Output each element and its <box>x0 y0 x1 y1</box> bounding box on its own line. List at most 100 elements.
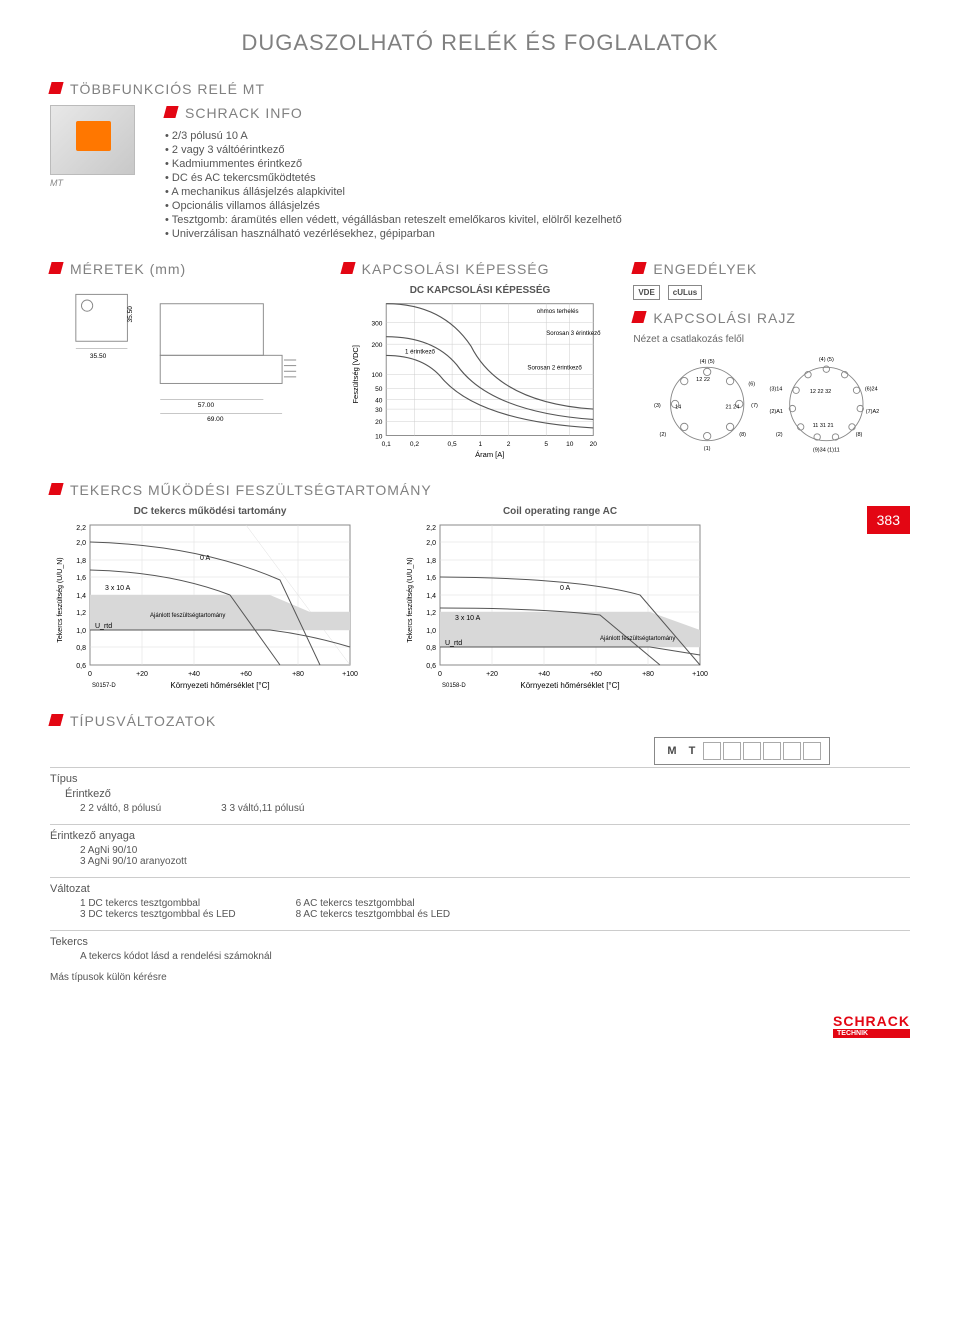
svg-text:30: 30 <box>375 407 383 414</box>
info-item: Univerzálisan használható vezérlésekhez,… <box>165 227 910 241</box>
section-switching-title: KAPCSOLÁSI KÉPESSÉG <box>362 261 550 277</box>
accent-icon <box>342 262 356 276</box>
svg-text:Sorosan 3 érintkező: Sorosan 3 érintkező <box>546 330 601 337</box>
svg-text:+20: +20 <box>486 671 498 678</box>
svg-text:1,0: 1,0 <box>76 628 86 635</box>
svg-text:1,0: 1,0 <box>426 628 436 635</box>
type-group-valtozat: Változat 1 DC tekercs tesztgombbal 3 DC … <box>50 877 910 920</box>
svg-text:11 31 21: 11 31 21 <box>813 423 834 429</box>
info-item: DC és AC tekercsműködtetés <box>165 171 910 185</box>
svg-text:100: 100 <box>371 372 382 379</box>
info-item: A mechanikus állásjelzés alapkivitel <box>165 185 910 199</box>
svg-text:1,2: 1,2 <box>76 610 86 617</box>
svg-text:(6)24: (6)24 <box>865 386 878 392</box>
svg-text:0 A: 0 A <box>560 585 570 592</box>
section-multi-relay-header: TÖBBFUNKCIÓS RELÉ MT <box>50 81 910 97</box>
dc-switching-chart-title: DC KAPCSOLÁSI KÉPESSÉG <box>342 285 619 296</box>
type-group-anyaga: Érintkező anyaga 2 AgNi 90/10 3 AgNi 90/… <box>50 824 910 867</box>
svg-text:69.00: 69.00 <box>207 416 224 423</box>
accent-icon <box>50 262 64 276</box>
dc-coil-chart-title: DC tekercs működési tartomány <box>50 506 370 517</box>
info-list: 2/3 pólusú 10 A 2 vagy 3 váltóérintkező … <box>165 129 910 241</box>
section-approvals-header: ENGEDÉLYEK <box>633 261 910 277</box>
svg-text:0,8: 0,8 <box>76 645 86 652</box>
svg-text:300: 300 <box>371 320 382 327</box>
svg-text:10: 10 <box>375 433 383 440</box>
svg-text:(1): (1) <box>704 446 711 452</box>
svg-text:Környezeti hőmérséklet [°C]: Környezeti hőmérséklet [°C] <box>520 681 619 690</box>
section-dimensions-title: MÉRETEK (mm) <box>70 261 186 277</box>
svg-text:(7)A2: (7)A2 <box>866 409 879 415</box>
svg-text:1,8: 1,8 <box>76 558 86 565</box>
svg-text:10: 10 <box>566 441 574 448</box>
section-multi-relay-title: TÖBBFUNKCIÓS RELÉ MT <box>70 81 265 97</box>
svg-text:20: 20 <box>375 419 383 426</box>
svg-text:+100: +100 <box>692 671 708 678</box>
svg-text:3 x 10 A: 3 x 10 A <box>105 585 131 592</box>
cert-icons: VDE cULus <box>633 285 910 300</box>
svg-text:12 22: 12 22 <box>697 377 711 383</box>
section-approvals-title: ENGEDÉLYEK <box>653 261 757 277</box>
svg-text:0,6: 0,6 <box>76 663 86 670</box>
svg-text:1,4: 1,4 <box>426 593 436 600</box>
info-item: Opcionális villamos állásjelzés <box>165 199 910 213</box>
svg-text:35.50: 35.50 <box>127 306 134 323</box>
section-typevariants-title: TÍPUSVÁLTOZATOK <box>70 713 216 729</box>
accent-icon <box>50 483 64 497</box>
svg-text:ohmos terhelés: ohmos terhelés <box>536 308 578 315</box>
svg-text:2,0: 2,0 <box>76 540 86 547</box>
page-title: DUGASZOLHATÓ RELÉK ÉS FOGLALATOK <box>50 30 910 56</box>
dimension-drawing: 35.50 35.50 57.00 69.00 <box>50 285 327 435</box>
section-wiring-title: KAPCSOLÁSI RAJZ <box>653 310 796 326</box>
section-coil-header: TEKERCS MŰKÖDÉSI FESZÜLTSÉGTARTOMÁNY <box>50 482 910 498</box>
footer-logo-text: SCHRACK <box>833 1013 910 1029</box>
type-group-tekercs: Tekercs A tekercs kódot lásd a rendelési… <box>50 930 910 962</box>
svg-text:1 érintkező: 1 érintkező <box>405 349 435 356</box>
svg-text:0: 0 <box>88 671 92 678</box>
schrack-info-header: SCHRACK INFO <box>165 105 910 121</box>
svg-text:1,2: 1,2 <box>426 610 436 617</box>
accent-icon <box>633 262 647 276</box>
svg-text:2,2: 2,2 <box>76 525 86 532</box>
svg-text:5: 5 <box>544 441 548 448</box>
section-switching-header: KAPCSOLÁSI KÉPESSÉG <box>342 261 619 277</box>
svg-text:+40: +40 <box>188 671 200 678</box>
svg-text:200: 200 <box>371 342 382 349</box>
svg-text:1: 1 <box>478 441 482 448</box>
svg-text:(2): (2) <box>776 432 783 438</box>
svg-text:2,2: 2,2 <box>426 525 436 532</box>
svg-text:1,6: 1,6 <box>76 575 86 582</box>
svg-text:Ajánlott feszültségtartomány: Ajánlott feszültségtartomány <box>150 613 225 619</box>
svg-text:(2)A1: (2)A1 <box>770 409 783 415</box>
schrack-info-title: SCHRACK INFO <box>185 105 303 121</box>
info-item: Kadmiummentes érintkező <box>165 157 910 171</box>
accent-icon <box>633 311 647 325</box>
svg-text:35.50: 35.50 <box>90 353 107 360</box>
type-footer-note: Más típusok külön kérésre <box>50 972 910 983</box>
svg-text:1,6: 1,6 <box>426 575 436 582</box>
svg-text:0,6: 0,6 <box>426 663 436 670</box>
svg-text:(3)14: (3)14 <box>770 386 783 392</box>
svg-text:3 x 10 A: 3 x 10 A <box>455 615 481 622</box>
svg-text:40: 40 <box>375 398 383 405</box>
svg-text:57.00: 57.00 <box>198 402 215 409</box>
footer-logo: SCHRACK TECHNIK <box>833 1013 910 1038</box>
svg-text:12 22 32: 12 22 32 <box>810 389 831 395</box>
svg-text:(8): (8) <box>856 432 863 438</box>
svg-text:Ajánlott feszültségtartomány: Ajánlott feszültségtartomány <box>600 636 675 642</box>
footer-logo-sub: TECHNIK <box>833 1029 910 1038</box>
svg-text:(4) (5): (4) (5) <box>819 357 834 363</box>
svg-text:(7): (7) <box>752 403 759 409</box>
svg-text:Áram [A]: Áram [A] <box>475 450 504 459</box>
svg-text:(4) (5): (4) (5) <box>700 359 715 365</box>
svg-text:S0158-D: S0158-D <box>442 683 466 689</box>
svg-text:20: 20 <box>589 441 597 448</box>
section-wiring-header: KAPCSOLÁSI RAJZ <box>633 310 910 326</box>
svg-text:U_rtd: U_rtd <box>95 623 112 630</box>
page-number-badge: 383 <box>867 506 910 534</box>
svg-text:S0157-D: S0157-D <box>92 683 116 689</box>
wiring-subtitle: Nézet a csatlakozás felől <box>633 334 910 345</box>
type-group-tipus: Típus Érintkező 2 2 váltó, 8 pólusú 3 3 … <box>50 767 910 814</box>
vde-icon: VDE <box>633 285 659 300</box>
svg-text:0,5: 0,5 <box>447 441 456 448</box>
